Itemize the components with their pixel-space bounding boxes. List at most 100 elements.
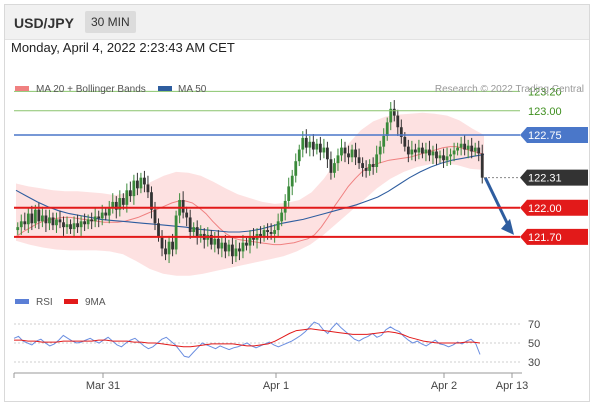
candle [220, 236, 224, 258]
candle [294, 153, 298, 183]
candle [167, 235, 171, 264]
credit-label: Research © 2022 Trading Central [435, 84, 584, 95]
candle [93, 207, 97, 228]
candle [132, 174, 136, 205]
candle [273, 224, 277, 243]
candle [238, 242, 241, 261]
candle [326, 141, 329, 168]
candle [470, 137, 474, 159]
candle [216, 230, 220, 255]
candle [368, 159, 372, 176]
ma20-legend-swatch [15, 86, 29, 91]
level-label: 122.31 [528, 173, 562, 185]
candle [287, 177, 291, 207]
rsi-tick-label: 70 [528, 319, 540, 331]
forecast-arrowhead [501, 218, 514, 235]
candle [86, 214, 90, 230]
candle [160, 230, 164, 257]
level-label-box [520, 127, 588, 143]
candle [153, 201, 157, 231]
rsi-line [13, 321, 481, 358]
candle [459, 136, 463, 156]
candle [209, 230, 213, 250]
candle [30, 205, 34, 231]
candle [104, 207, 108, 221]
level-label: 122.75 [528, 130, 562, 142]
candle [452, 142, 456, 162]
candle [185, 206, 189, 227]
candle [371, 157, 375, 175]
candle [406, 139, 410, 163]
candle [83, 213, 87, 232]
x-tick-label: Apr 13 [496, 380, 528, 392]
x-tick-label: Mar 31 [86, 380, 120, 392]
candle [231, 237, 234, 265]
candle [44, 209, 48, 232]
candle [308, 135, 312, 157]
candle [280, 207, 284, 227]
level-label: 123.00 [528, 106, 562, 118]
candle [19, 214, 23, 235]
candle [290, 169, 294, 196]
candle [340, 138, 343, 162]
rsi-legend-swatch [15, 299, 29, 304]
candle [378, 140, 382, 164]
candle [276, 213, 280, 237]
candle [143, 170, 146, 193]
candle [428, 140, 431, 162]
candle [389, 102, 393, 131]
candle [150, 186, 153, 219]
timestamp: Monday, April 4, 2022 2:23:43 AM CET [11, 40, 235, 55]
candle [364, 160, 368, 178]
level-label-box [520, 228, 588, 245]
candle [456, 142, 460, 156]
candle [396, 109, 400, 136]
candle [399, 119, 403, 144]
candle [304, 129, 308, 154]
candle [336, 148, 340, 171]
candle [322, 138, 326, 159]
x-tick-label: Apr 1 [263, 380, 289, 392]
candle [227, 239, 231, 257]
candle [199, 225, 203, 243]
chart-header: USD/JPY 30 MIN [5, 5, 589, 40]
candle [480, 144, 484, 184]
candle [174, 210, 178, 255]
candle [382, 128, 386, 154]
ma50-legend-swatch [158, 86, 172, 91]
candle [192, 222, 196, 237]
period-button[interactable]: 30 MIN [85, 11, 136, 33]
candle [350, 144, 354, 163]
candle [354, 142, 357, 166]
candle [262, 225, 266, 242]
candle [259, 226, 262, 244]
ma9-legend-label: 9MA [85, 297, 106, 308]
rsi-tick-label: 30 [528, 357, 540, 369]
bollinger-band [16, 112, 484, 276]
candle [16, 222, 20, 235]
candle [128, 181, 132, 202]
ma20-legend-label: MA 20 + Bollinger Bands [36, 84, 146, 95]
rsi-ma9-line [14, 328, 481, 348]
candle [97, 210, 101, 228]
candle [357, 148, 361, 169]
candle [421, 142, 424, 159]
candle [435, 143, 438, 166]
candle [438, 150, 442, 164]
candle [248, 230, 252, 254]
candle [58, 210, 62, 229]
candle [195, 220, 199, 245]
candle [213, 232, 217, 253]
candle [417, 139, 421, 160]
ma50-legend-label: MA 50 [178, 84, 207, 95]
candle [146, 175, 150, 199]
candle [463, 135, 467, 156]
candle [473, 142, 477, 157]
candle [375, 145, 379, 173]
candle [55, 212, 58, 233]
candle [431, 145, 435, 165]
x-tick-label: Apr 2 [431, 380, 457, 392]
candle [40, 206, 44, 228]
candle [410, 140, 414, 161]
rsi-tick-label: 50 [528, 338, 540, 350]
